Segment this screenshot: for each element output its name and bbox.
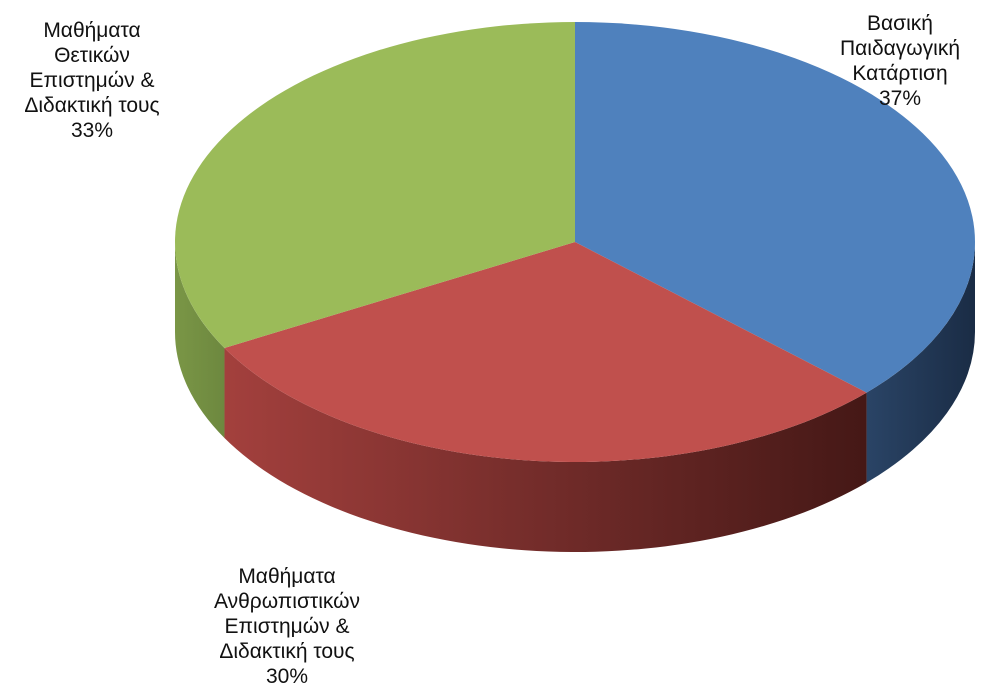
pie-slice-side-basic-pedagogy	[866, 242, 975, 483]
pie-tops	[175, 22, 975, 462]
data-label-basic-pedagogy: Βασική Παιδαγωγική Κατάρτιση 37%	[840, 12, 960, 110]
pie-slice-basic-pedagogy	[575, 22, 975, 393]
pie-labels: Βασική Παιδαγωγική Κατάρτιση 37% Μαθήματα Ανθ…	[24, 12, 960, 688]
pie-slice-side-sciences	[175, 242, 225, 438]
pie-sides	[175, 242, 975, 552]
pie-slice-sciences	[175, 22, 576, 348]
data-label-humanities: Μαθήματα Ανθρωπιστικών Επιστημών & Διδακτικ…	[214, 565, 360, 688]
data-label-sciences: Μαθήματα Θετικών Επιστημών & Διδακτική τους…	[24, 19, 159, 142]
pie-slice-humanities	[224, 242, 867, 462]
pie-slice-side-humanities	[224, 347, 867, 552]
